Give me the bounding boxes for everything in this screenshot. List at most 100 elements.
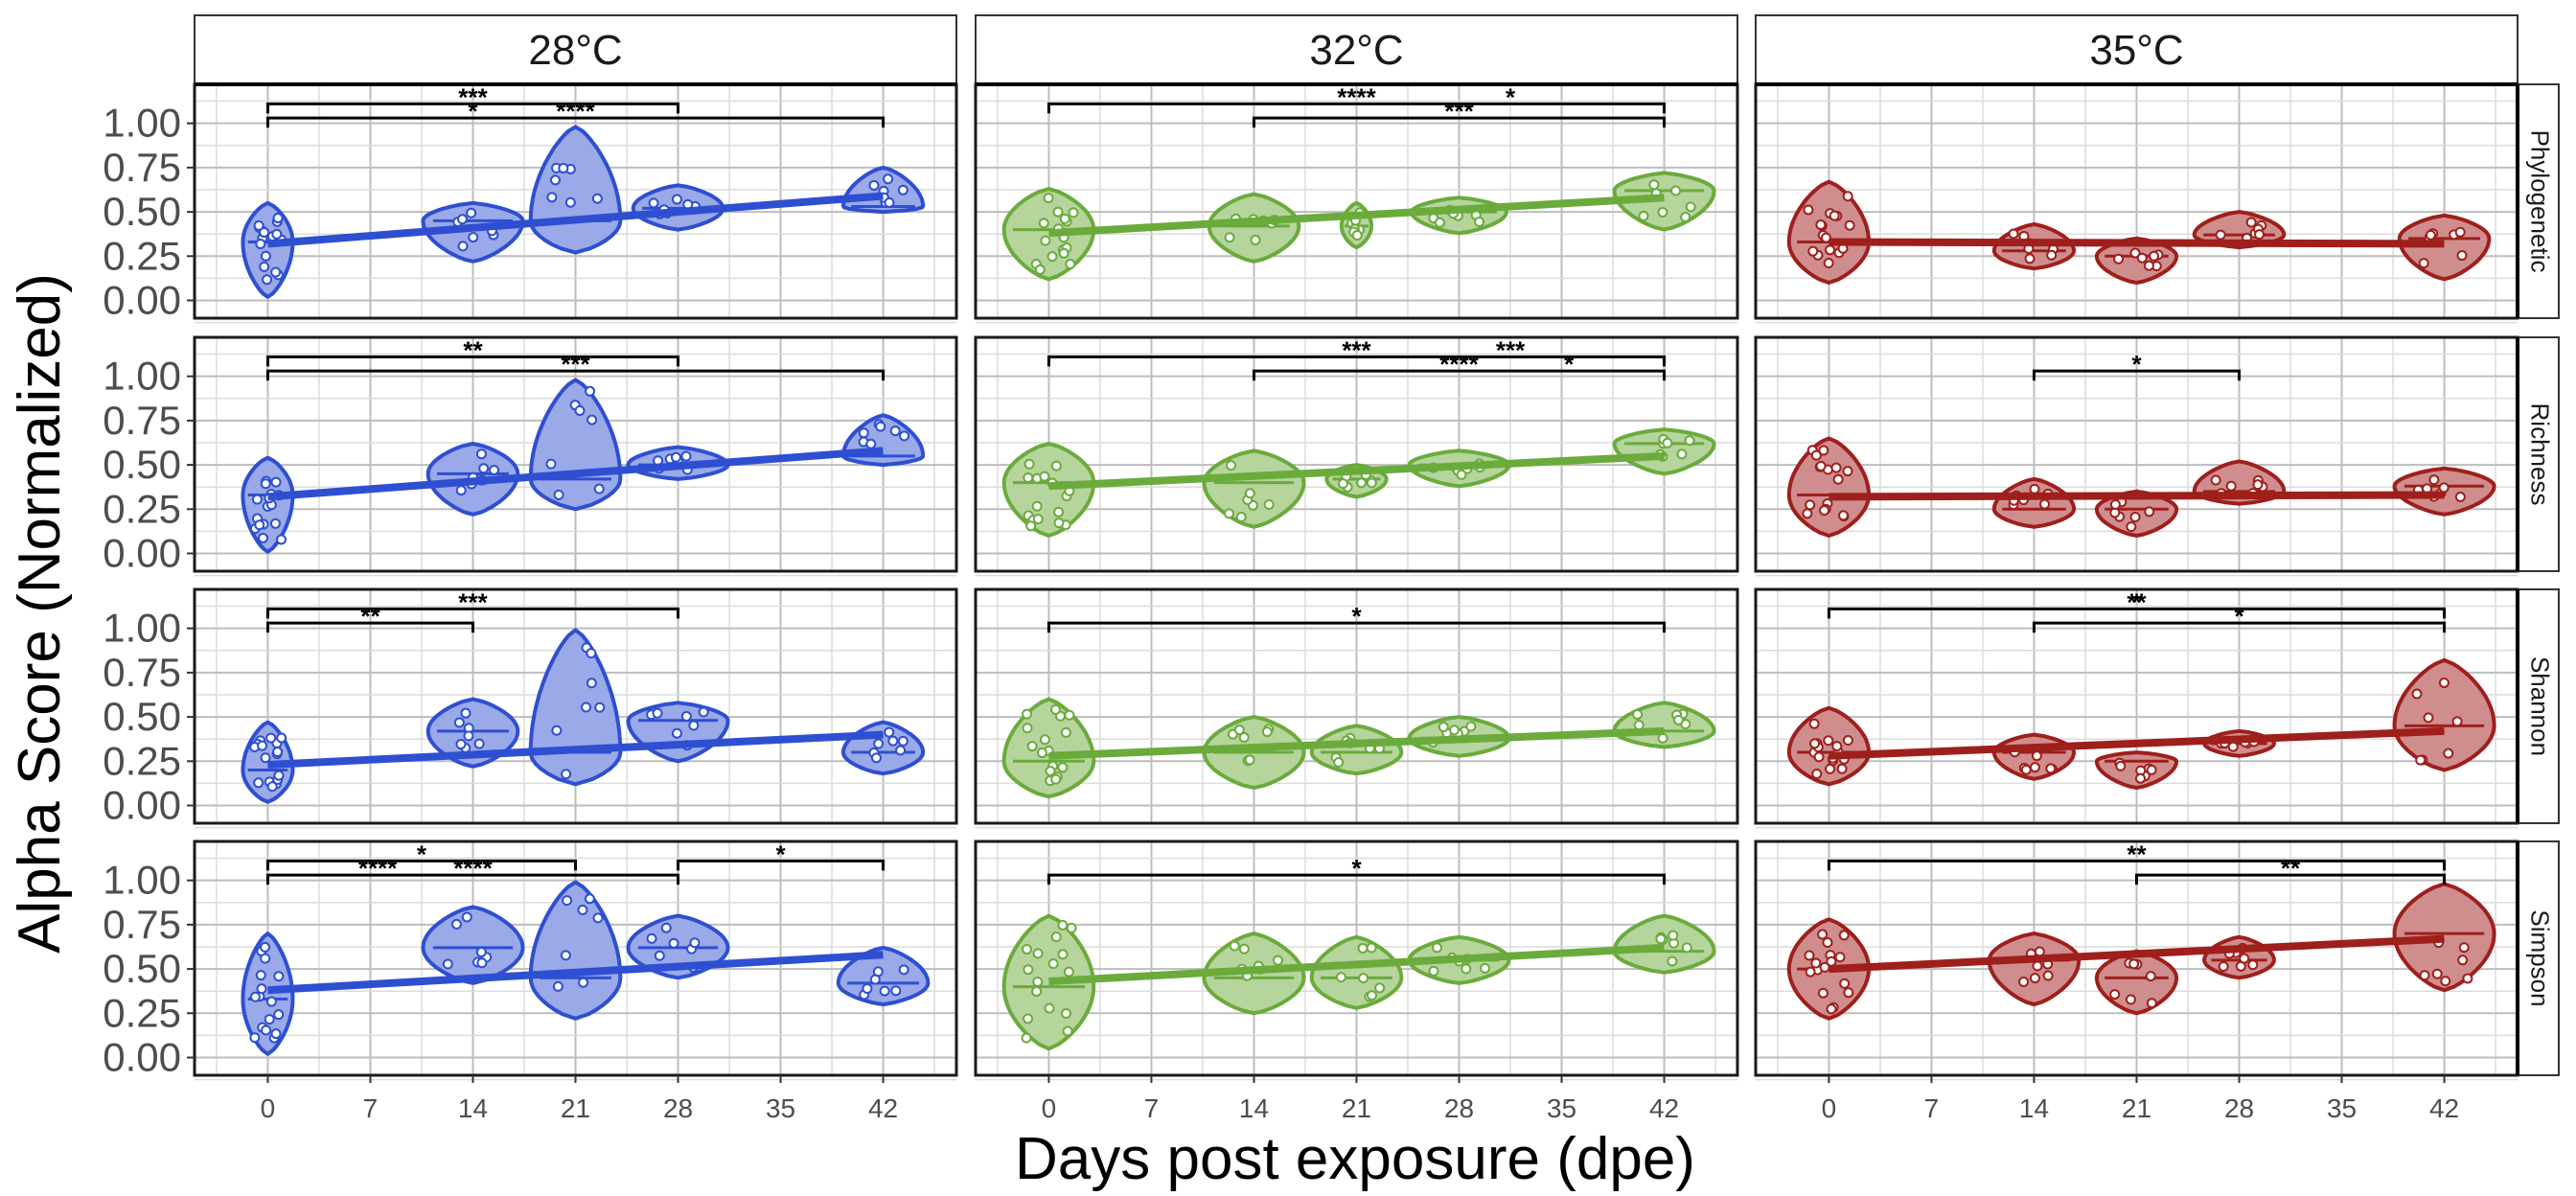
bracket-line (265, 873, 680, 886)
bracket-line (2135, 873, 2447, 886)
data-point (2128, 958, 2140, 970)
data-point (689, 937, 701, 949)
data-point (1428, 965, 1439, 977)
data-point (1053, 518, 1065, 529)
data-point (466, 207, 477, 218)
data-point (1823, 258, 1834, 269)
data-point (895, 745, 907, 756)
significance-label: **** (1337, 82, 1376, 111)
data-point (270, 266, 282, 278)
significance-bracket: **** (265, 97, 886, 128)
data-point (1667, 955, 1678, 967)
violin-group (1202, 715, 1306, 790)
data-point (2411, 688, 2423, 700)
data-point (1223, 508, 1234, 519)
data-point (1063, 966, 1074, 978)
data-point (562, 895, 573, 907)
data-point (2024, 253, 2036, 264)
column-strip-label: 35°C (2089, 27, 2183, 74)
data-point (1021, 1032, 1032, 1044)
data-point (1333, 757, 1345, 769)
violin-group (241, 932, 295, 1056)
data-point (1802, 508, 1813, 519)
data-point (265, 996, 277, 1007)
violin-group (1612, 427, 1716, 476)
data-point (1043, 193, 1054, 204)
data-point (1068, 207, 1079, 218)
x-tick-label: 42 (868, 1093, 898, 1123)
data-point (1838, 930, 1850, 941)
data-point (897, 184, 908, 196)
data-point (2415, 754, 2426, 766)
data-point (2115, 760, 2127, 771)
significance-label: * (2131, 350, 2142, 379)
row-strip-label: Phylogenetic (2526, 130, 2555, 273)
data-point (1053, 506, 1065, 518)
data-point (1805, 966, 1816, 978)
data-point (1655, 933, 1667, 945)
significance-bracket: * (2032, 602, 2447, 633)
data-point (593, 483, 605, 494)
data-point (2149, 250, 2160, 262)
data-point (272, 747, 284, 758)
x-tick-label: 28 (2224, 1093, 2254, 1123)
data-point (442, 958, 453, 970)
significance-bracket: * (265, 840, 577, 871)
data-point (2245, 217, 2257, 228)
bracket-line (265, 369, 886, 381)
x-tick-label: 35 (766, 1093, 795, 1123)
data-point (1432, 942, 1443, 954)
y-tick-label: 0.75 (103, 650, 181, 695)
data-point (2225, 480, 2237, 492)
data-point (1832, 473, 1844, 485)
data-point (884, 726, 895, 738)
data-point (2457, 954, 2469, 966)
data-point (883, 173, 894, 185)
data-point (1057, 762, 1069, 773)
y-tick-label: 0.75 (103, 145, 181, 190)
row-strip-box (2517, 336, 2560, 572)
data-point (1034, 264, 1046, 275)
data-point (1670, 185, 1682, 196)
data-point (1826, 955, 1837, 967)
data-point (1022, 723, 1033, 734)
data-point (2029, 483, 2040, 494)
data-point (473, 738, 485, 749)
data-point (1024, 458, 1035, 470)
data-point (646, 932, 657, 944)
data-point (1065, 259, 1076, 270)
violin-group (1202, 448, 1306, 529)
panel-grid-lines (1756, 337, 2518, 577)
data-point (2126, 521, 2137, 533)
data-point (1804, 950, 1815, 961)
data-point (271, 228, 283, 240)
data-point (1843, 987, 1854, 999)
data-point (1465, 721, 1477, 732)
data-point (897, 735, 908, 747)
data-point (455, 485, 467, 496)
violin-group (2094, 236, 2179, 285)
significance-bracket: **** (1046, 82, 1667, 114)
data-point (1059, 213, 1070, 224)
data-point (1810, 449, 1822, 461)
trend-line (1828, 491, 2445, 501)
bracket-line (1046, 355, 1667, 367)
data-point (1838, 510, 1850, 521)
data-point (1820, 232, 1831, 243)
data-point (2144, 506, 2155, 518)
data-point (1045, 766, 1056, 777)
data-point (2109, 498, 2121, 510)
data-point (1818, 445, 1829, 456)
data-point (1049, 703, 1061, 715)
data-point (1238, 731, 1250, 743)
x-tick-label: 14 (1239, 1093, 1269, 1123)
data-point (1044, 1002, 1055, 1014)
data-point (1039, 471, 1050, 482)
data-point (455, 739, 467, 750)
violin-group (2392, 882, 2496, 993)
data-point (1825, 244, 1836, 256)
significance-label: **** (358, 854, 398, 883)
data-point (1357, 942, 1368, 954)
data-point (1022, 708, 1033, 720)
